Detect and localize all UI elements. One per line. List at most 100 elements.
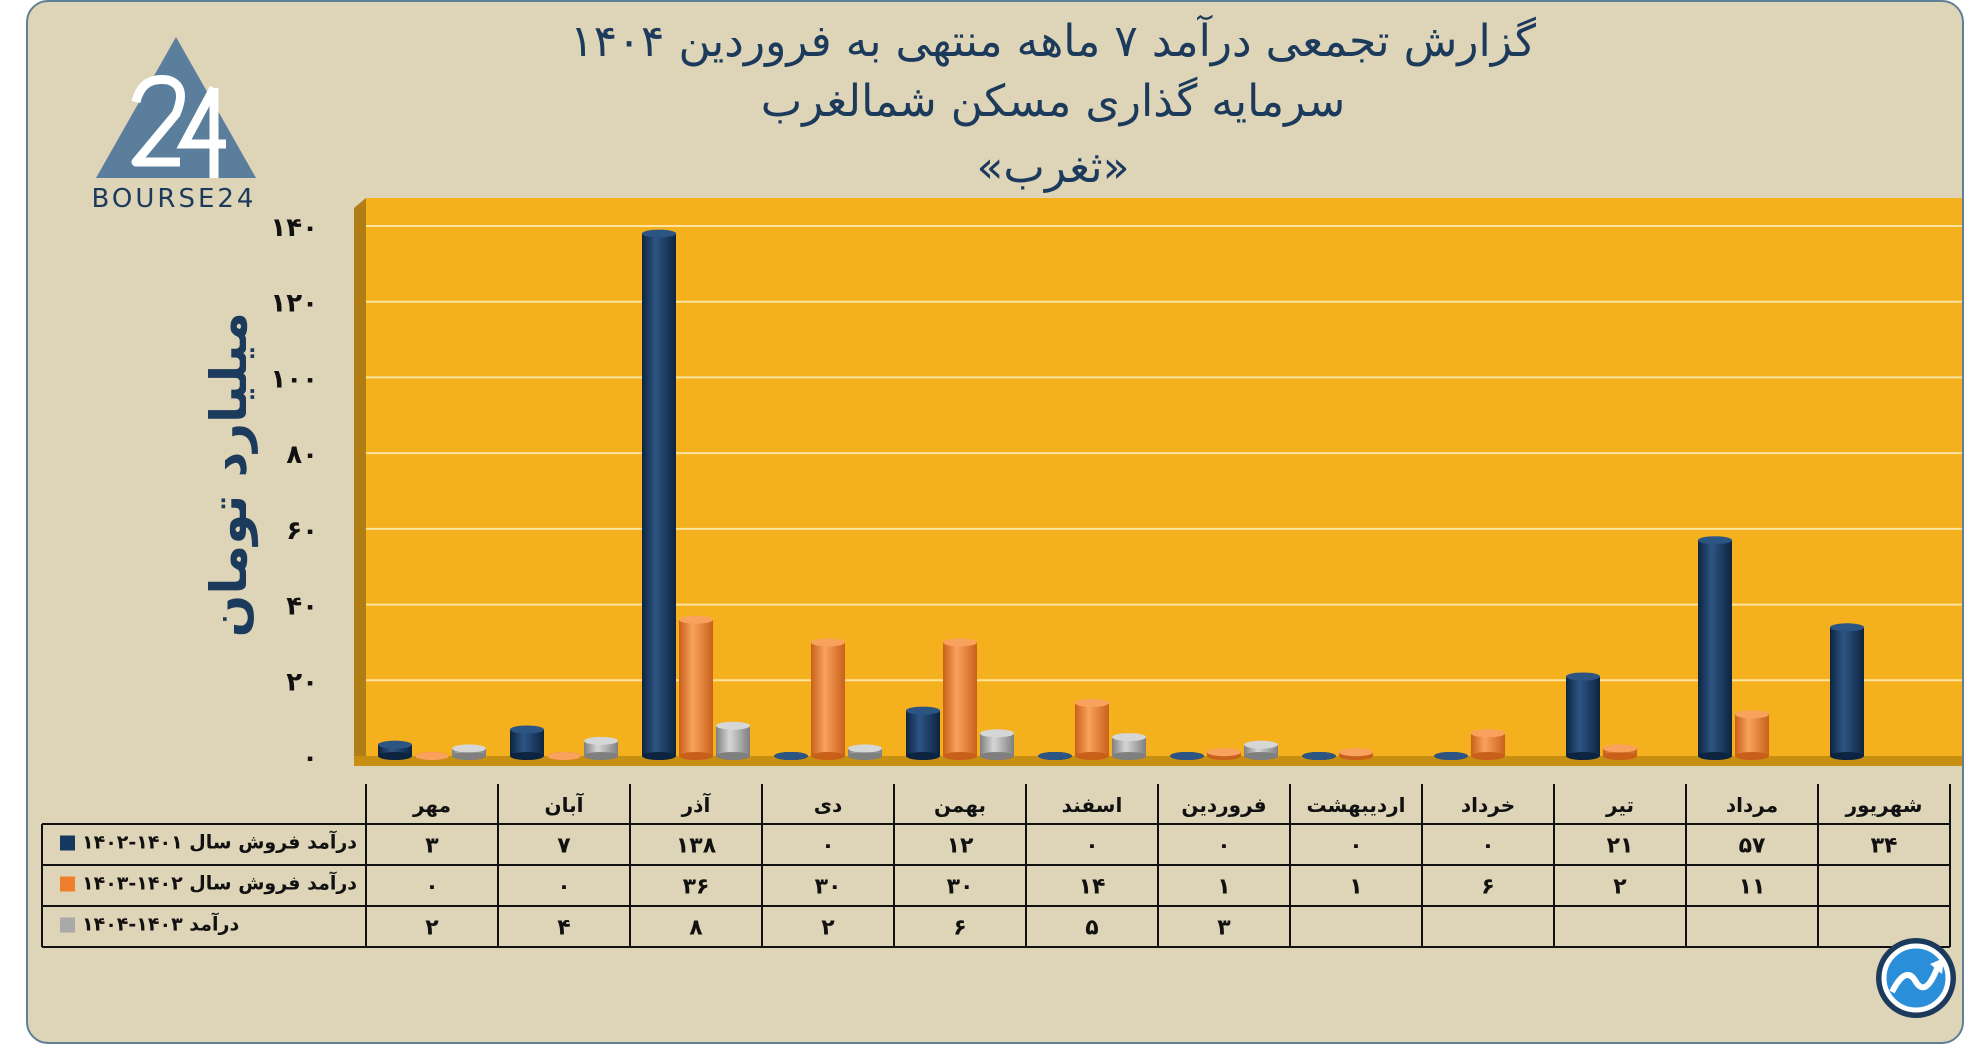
bar-body	[679, 619, 713, 756]
bar-base	[1566, 752, 1600, 760]
category-label: آذر	[681, 792, 712, 817]
bar-cap	[547, 752, 581, 760]
category-label: اسفند	[1062, 793, 1123, 817]
bar-base	[584, 752, 618, 760]
bar-body	[943, 642, 977, 756]
bar-1-12	[1830, 623, 1864, 760]
bar-base	[1471, 752, 1505, 760]
bar-3-1	[452, 744, 486, 760]
bar-cap	[716, 721, 750, 730]
bar-2-10	[1603, 744, 1637, 760]
bar-cap	[943, 638, 977, 647]
bar-3-2	[584, 736, 618, 760]
bar-base	[1244, 752, 1278, 760]
bar-2-5	[943, 638, 977, 760]
bar-3-4	[848, 744, 882, 760]
data-label: ۷	[557, 834, 571, 859]
bar-body	[1471, 733, 1505, 756]
bar-base	[943, 752, 977, 760]
y-tick-label: ۱۰۰	[270, 364, 318, 394]
data-label: ۵۷	[1739, 834, 1766, 859]
bar-base	[1698, 752, 1732, 760]
bar-1-5	[906, 706, 940, 760]
bar-body	[1830, 627, 1864, 756]
bar-cap	[1339, 748, 1373, 757]
plot-area	[366, 198, 1962, 756]
bar-cap	[848, 744, 882, 753]
data-label: ۱۲	[947, 834, 974, 859]
data-label: ۶	[1481, 875, 1494, 900]
legend-label-2: درآمد فروش سال ۱۴۰۲-۱۴۰۳	[82, 871, 357, 895]
y-tick-label: ۱۲۰	[270, 289, 318, 319]
bar-body	[716, 725, 750, 756]
bar-2-9	[1471, 729, 1505, 760]
bar-base	[1112, 752, 1146, 760]
bar-cap	[1566, 672, 1600, 681]
bar-body	[906, 710, 940, 756]
bar-2-8	[1339, 748, 1373, 760]
icon-arrow	[1889, 964, 1941, 994]
bar-1-4	[774, 752, 808, 760]
category-label: آبان	[545, 792, 585, 817]
bar-cap	[415, 752, 449, 760]
bar-cap	[1434, 752, 1468, 760]
data-label: ۳	[425, 834, 439, 859]
bar-cap	[510, 725, 544, 734]
data-label: ۳۰	[947, 875, 974, 900]
bar-cap	[1698, 536, 1732, 545]
bar-body	[1566, 676, 1600, 756]
bar-cap	[1603, 744, 1637, 753]
bar-cap	[1244, 740, 1278, 749]
data-label: ۰	[557, 875, 570, 900]
bar-base	[848, 752, 882, 760]
data-label: ۱۳۸	[676, 834, 717, 859]
y-tick-label: ۱۴۰	[270, 213, 318, 243]
bar-body	[1075, 703, 1109, 756]
plot-floor	[354, 756, 1962, 766]
y-tick-label: ۰	[302, 743, 318, 773]
data-label: ۳۰	[815, 875, 842, 900]
bar-body	[811, 642, 845, 756]
category-label: دی	[814, 793, 843, 817]
bar-1-2	[510, 725, 544, 760]
icon-arrowhead	[1930, 958, 1944, 974]
data-label: ۴	[557, 916, 570, 941]
data-label: ۲	[821, 916, 835, 941]
bar-body	[510, 729, 544, 756]
bar-body	[1698, 540, 1732, 756]
bar-1-3	[642, 229, 676, 760]
chart-card: گزارش تجمعی درآمد ۷ ماهه منتهی به فروردی…	[26, 0, 1964, 1044]
data-label: ۶	[953, 916, 966, 941]
chart-title-line3: «ثغرب»	[976, 142, 1130, 193]
bar-1-11	[1698, 536, 1732, 760]
bar-1-9	[1434, 752, 1468, 760]
bar-3-7	[1244, 740, 1278, 760]
bar-2-6	[1075, 699, 1109, 760]
bar-cap	[811, 638, 845, 647]
bar-3-6	[1112, 733, 1146, 760]
logo-text: BOURSE24	[91, 184, 257, 214]
data-label: ۲	[1613, 875, 1627, 900]
bar-cap	[980, 729, 1014, 738]
bar-3-5	[980, 729, 1014, 760]
data-label: ۰	[1085, 834, 1098, 859]
bar-base	[1830, 752, 1864, 760]
y-tick-label: ۴۰	[286, 592, 318, 622]
chart-title-line1: گزارش تجمعی درآمد ۷ ماهه منتهی به فروردی…	[569, 16, 1537, 67]
bar-cap	[1038, 752, 1072, 760]
bar-base	[1735, 752, 1769, 760]
plot-side-wall	[354, 198, 366, 766]
bar-base	[679, 752, 713, 760]
bar-base	[452, 752, 486, 760]
category-label: فروردین	[1181, 793, 1266, 817]
bar-cap	[642, 229, 676, 238]
bar-cap	[774, 752, 808, 760]
bar-2-11	[1735, 710, 1769, 760]
category-label: خرداد	[1461, 793, 1515, 817]
data-label: ۱۱	[1739, 875, 1766, 900]
data-label: ۲	[425, 916, 439, 941]
y-tick-label: ۸۰	[286, 440, 318, 470]
bar-base	[716, 752, 750, 760]
bar-body	[1112, 737, 1146, 756]
bar-base	[980, 752, 1014, 760]
